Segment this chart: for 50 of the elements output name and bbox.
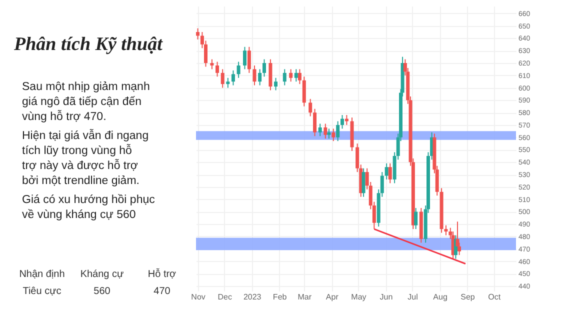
- x-tick-label: Aug: [433, 292, 448, 302]
- candlestick: [231, 70, 235, 86]
- candlestick: [282, 68, 286, 86]
- candlestick: [414, 207, 418, 230]
- candlestick: [289, 68, 293, 82]
- x-tick-label: Nov: [191, 292, 206, 302]
- candlestick: [340, 114, 344, 130]
- candlestick: [262, 58, 266, 78]
- candlestick: [216, 61, 220, 78]
- x-tick-label: Sep: [460, 292, 476, 302]
- x-tick-label: Oct: [488, 292, 502, 302]
- text: Giá có xu hướng hồi phục về vùng kháng cự 560: [22, 194, 156, 221]
- x-tick-label: May: [351, 292, 366, 302]
- candlestick: [210, 58, 214, 70]
- x-tick-label: Feb: [272, 292, 288, 302]
- candlestick: [302, 76, 306, 107]
- text: 560: [94, 286, 111, 297]
- candlestick: [308, 98, 312, 117]
- text: 470: [154, 286, 171, 297]
- candlestick: [258, 68, 262, 86]
- candlestick: [226, 77, 230, 88]
- candlestick: [298, 68, 302, 85]
- candlestick: [294, 68, 298, 82]
- candlestick: [196, 28, 200, 40]
- x-tick-label: Dec: [218, 292, 232, 302]
- text: Hiện tại giá vẫn đi ngang tích lũy trong vùng hỗ trợ này và được hỗ trợ bởi một trendline giảm.: [22, 129, 149, 187]
- candlestick: [384, 162, 388, 180]
- text: Hỗ trợ: [148, 268, 177, 280]
- candlestick: [220, 68, 224, 88]
- candlestick: [458, 242, 462, 256]
- candlestick: [252, 64, 256, 86]
- candlestick: [388, 162, 392, 184]
- text: Kháng cự: [80, 269, 124, 280]
- x-tick-label: Jul: [408, 292, 418, 302]
- text: Sau một nhịp giảm mạnh giá ngô đã tiếp cận đến vùng hỗ trợ 470.: [22, 81, 150, 123]
- x-tick-label: Jun: [380, 292, 393, 302]
- candlestick: [444, 224, 448, 236]
- x-tick-label: Mar: [298, 292, 312, 302]
- text: Nhận định: [19, 269, 65, 280]
- text: Phân tích Kỹ thuật: [13, 34, 164, 55]
- candlestick: [362, 168, 366, 198]
- candlestick: [274, 77, 278, 91]
- candlestick: [268, 58, 272, 91]
- candlestick: [243, 46, 247, 70]
- candlestick: [313, 108, 317, 137]
- x-tick-label: Apr: [326, 292, 339, 302]
- text: Tiêu cực: [22, 286, 62, 297]
- x-tick-label: 2023: [243, 292, 262, 302]
- candlestick: [247, 46, 251, 74]
- candlestick: [236, 61, 240, 78]
